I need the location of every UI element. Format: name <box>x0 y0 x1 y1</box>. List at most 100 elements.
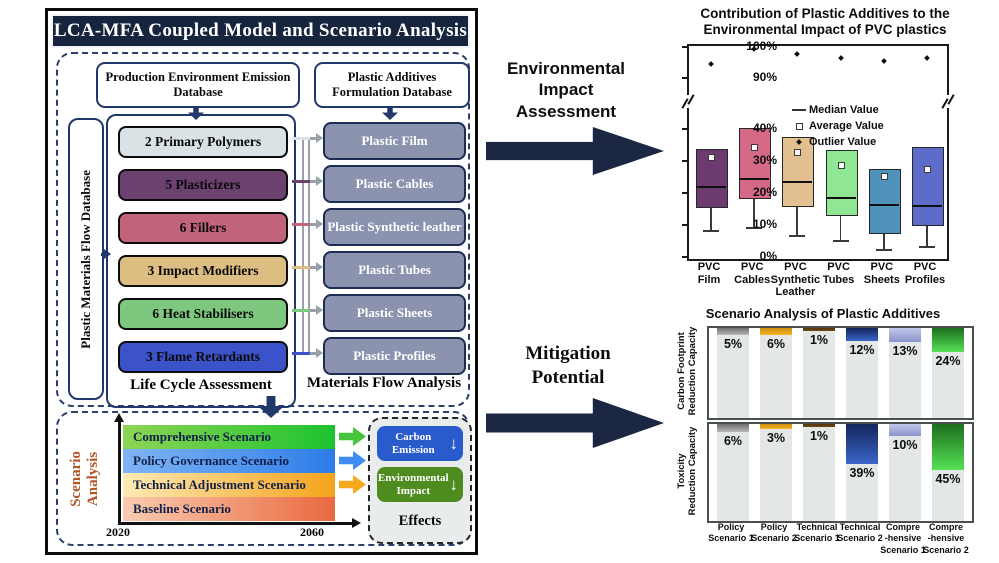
bus-line <box>308 138 310 355</box>
right-arrow-icon <box>316 262 323 272</box>
x-category-label: PVC Profiles <box>904 261 946 286</box>
x-category-label: PVC Synthetic Leather <box>770 261 821 299</box>
box-median <box>868 203 899 206</box>
connector-line <box>310 309 316 312</box>
boxplot-chart: Contribution of Plastic Additives to the… <box>645 4 999 304</box>
box-whisker <box>926 223 928 247</box>
connector-stub <box>292 137 310 140</box>
right-arrow-icon <box>352 518 361 528</box>
connector-line <box>310 223 316 226</box>
box-mean-marker <box>924 166 931 174</box>
model-section: Production Environment Emission Database… <box>56 52 470 408</box>
boxplot-title: Contribution of Plastic Additives to the… <box>700 6 950 38</box>
legend-label: Average Value <box>809 120 884 132</box>
y-tick-mark <box>682 192 687 194</box>
box <box>739 127 772 199</box>
down-arrow-glyph: ↓ <box>449 433 459 453</box>
y-tick-label: 10% <box>752 217 777 231</box>
scenario-y-axis <box>118 421 121 524</box>
scenario-bar: Comprehensive Scenario <box>123 425 335 449</box>
mfa-item: Plastic Cables <box>323 165 466 203</box>
y-tick-mark <box>682 224 687 226</box>
bar-segment <box>889 424 921 436</box>
effect-label: Environmental Impact <box>377 472 449 497</box>
box <box>912 147 944 226</box>
box-whisker-cap <box>789 235 806 237</box>
effect-box: Environmental Impact ↓ <box>377 467 463 502</box>
box <box>782 137 815 207</box>
bar-segment <box>932 328 964 352</box>
box-whisker <box>753 196 755 227</box>
bar-value-label: 10% <box>892 437 918 452</box>
box-outlier-marker <box>708 61 714 68</box>
box-whisker <box>796 204 799 235</box>
scenario-arrow-icon <box>339 427 366 446</box>
bar-track <box>889 328 921 418</box>
y-tick-mark <box>682 128 687 130</box>
lca-item: 6 Fillers <box>118 212 288 244</box>
lca-item: 6 Heat Stabilisers <box>118 298 288 330</box>
connector-line <box>310 266 316 269</box>
lca-mfa-panel: LCA-MFA Coupled Model and Scenario Analy… <box>45 8 478 555</box>
legend-label: Outlier Value <box>809 136 877 148</box>
x-start-label: 2020 <box>106 525 130 539</box>
bar-segment <box>803 328 835 331</box>
box-median <box>739 178 770 181</box>
mitigation-potential-label: Mitigation Potential <box>525 343 611 388</box>
bar-category-label: Policy Scenario 2 <box>751 522 797 544</box>
scenario-x-axis <box>118 522 354 525</box>
connector-stub <box>292 180 310 183</box>
legend-marker-square <box>789 122 809 130</box>
x-end-label: 2060 <box>300 525 324 539</box>
bar-segment <box>846 328 878 341</box>
box-mean-marker <box>708 153 715 161</box>
y-tick-label: 30% <box>752 153 777 167</box>
box-outlier-marker <box>794 50 801 57</box>
bar-value-label: 12% <box>849 342 875 357</box>
effects-caption: Effects <box>398 513 442 529</box>
lca-item: 3 Flame Retardants <box>118 341 288 373</box>
env-impact-arrow-icon <box>486 127 664 175</box>
right-arrow-icon <box>316 219 323 229</box>
scenario-bar-label: Technical Adjustment Scenario <box>133 477 306 492</box>
lca-item: 5 Plasticizers <box>118 169 288 201</box>
bar-track <box>717 328 749 418</box>
mfa-item: Plastic Sheets <box>323 294 466 332</box>
barchart-title: Scenario Analysis of Plastic Additives <box>705 306 941 321</box>
bar-segment <box>760 424 792 429</box>
bar-value-label: 45% <box>935 471 961 486</box>
y-tick-label: 0% <box>759 249 777 263</box>
box-whisker-cap <box>919 246 935 248</box>
y-tick-label: 100% <box>746 39 777 53</box>
scenario-analysis-label: Scenario Analysis <box>67 451 101 507</box>
box-median <box>696 186 726 189</box>
effect-label: Carbon Emission <box>391 431 435 456</box>
bar-track <box>803 424 835 521</box>
bar-value-label: 1% <box>809 429 829 443</box>
y-tick-label: 20% <box>752 185 777 199</box>
connector-stub <box>292 352 310 355</box>
boxplot-legend: Median Value Average Value Outlier Value <box>789 102 884 150</box>
up-arrow-icon <box>114 413 124 422</box>
box-median <box>782 181 813 184</box>
bar-category-label: Technical Scenario 1 <box>794 522 840 544</box>
bar-segment <box>717 328 749 335</box>
lca-group: 2 Primary Polymers 5 Plasticizers 6 Filler… <box>106 114 296 408</box>
box-whisker <box>839 214 842 240</box>
right-arrow-icon <box>316 176 323 186</box>
bar-panel: 5% 6% 1% 12% 13% 24% <box>707 326 974 420</box>
bar-segment <box>889 328 921 342</box>
legend-dot-icon <box>796 139 802 145</box>
scenario-bar: Baseline Scenario <box>123 497 335 521</box>
bar-row-label: Toxicity Reduction Capacity <box>676 426 699 515</box>
y-tick-mark <box>682 256 687 258</box>
y-tick-label: 40% <box>752 121 777 135</box>
panel-title: LCA-MFA Coupled Model and Scenario Analy… <box>51 14 470 48</box>
legend-row: Outlier Value <box>789 134 884 150</box>
box-whisker-cap <box>832 239 849 242</box>
bar-category-label: Compre -hensive Scenario 1 <box>880 522 926 555</box>
boxplot-area: Median Value Average Value Outlier Value <box>681 44 955 261</box>
scenario-arrow-icon <box>339 451 366 470</box>
production-db-box: Production Environment Emission Database <box>96 62 300 108</box>
scenario-bar: Policy Governance Scenario <box>123 449 335 473</box>
